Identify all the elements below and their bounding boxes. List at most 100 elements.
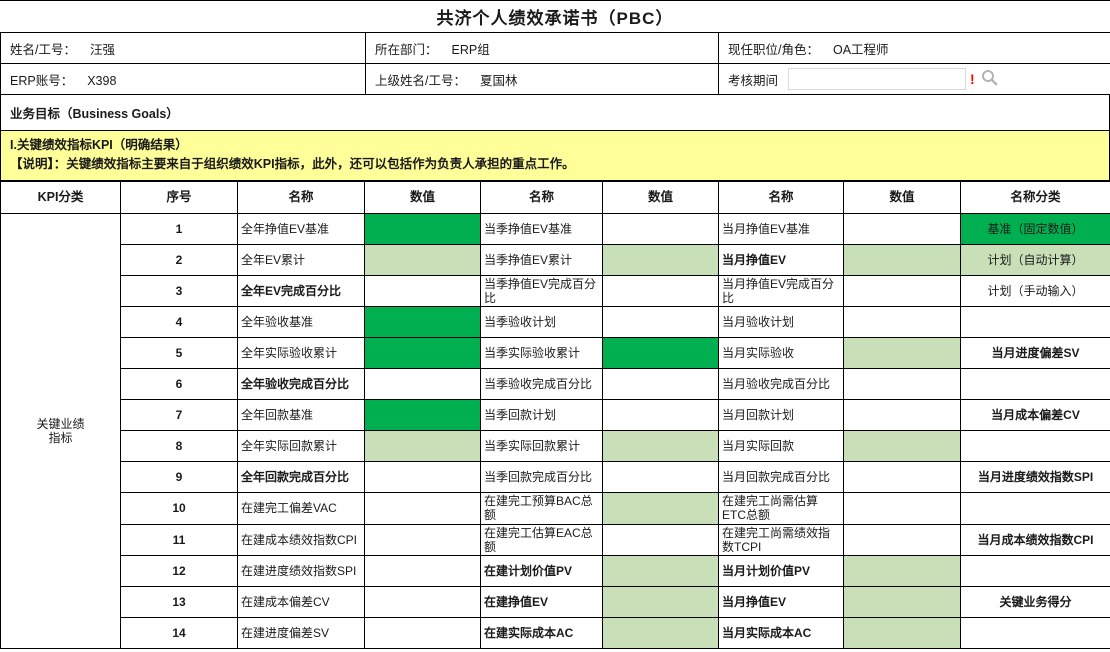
kpi-value-annual[interactable] [364,430,481,463]
kpi-value-month[interactable] [843,492,961,525]
kpi-value-quarter[interactable] [602,554,719,587]
kpi-header-row: KPI分类 序号 名称 数值 名称 数值 名称 数值 名称分类 [0,181,1110,214]
kpi-note-band: I.关键绩效指标KPI（明确结果） 【说明】：关键绩效指标主要来自于组织绩效KP… [0,131,1110,181]
kpi-value-annual[interactable] [364,399,481,432]
kpi-category-cell: 关键业绩 指标 [0,213,121,649]
kpi-value-annual[interactable] [364,492,481,525]
kpi-value-annual[interactable] [364,244,481,276]
position-label: 现任职位/角色： [728,42,819,57]
kpi-value-quarter[interactable] [602,616,719,649]
name-label: 姓名/工号： [10,42,76,57]
kpi-value-annual[interactable] [364,306,481,339]
supervisor-label: 上级姓名/工号： [375,73,466,88]
kpi-class: 当月成本偏差CV [960,399,1110,432]
kpi-class: 计划（手动输入） [960,274,1110,308]
table-row: 12 在建进度绩效指数SPI 在建计划价值PV 当月计划价值PV [1,554,1110,587]
kpi-value-annual[interactable] [364,523,481,556]
header-value-annual: 数值 [364,181,481,214]
kpi-class [960,430,1110,463]
kpi-value-annual[interactable] [364,616,481,649]
table-row: 5 全年实际验收累计 当季实际验收累计 当月实际验收 当月进度偏差SV [1,337,1110,370]
table-row: 6 全年验收完成百分比 当季验收完成百分比 当月验收完成百分比 [1,368,1110,401]
kpi-value-quarter[interactable] [602,430,719,463]
kpi-value-month[interactable] [843,616,961,649]
kpi-class: 关键业务得分 [960,585,1110,618]
kpi-name-annual: 全年实际验收累计 [237,337,365,370]
kpi-note-text: 【说明】：关键绩效指标主要来自于组织绩效KPI指标，此外，还可以包括作为负责人承… [10,157,575,172]
kpi-name-annual: 在建成本偏差CV [237,585,365,618]
kpi-name-quarter: 当季挣值EV基准 [480,213,603,245]
kpi-value-month[interactable] [843,274,961,308]
kpi-class: 当月成本绩效指数CPI [960,523,1110,556]
kpi-value-quarter[interactable] [602,585,719,618]
kpi-value-month[interactable] [843,585,961,618]
dept-cell: 所在部门： ERP组 [365,32,719,64]
kpi-value-annual[interactable] [364,337,481,370]
kpi-name-quarter: 当季实际验收累计 [480,337,603,370]
kpi-class: 当月进度偏差SV [960,337,1110,370]
kpi-seq: 7 [120,399,238,432]
kpi-value-annual[interactable] [364,213,481,245]
kpi-value-month[interactable] [843,399,961,432]
period-input[interactable] [788,68,967,90]
period-label: 考核期间 [728,73,779,88]
kpi-value-quarter[interactable] [602,274,719,308]
kpi-value-quarter[interactable] [602,213,719,245]
kpi-name-annual: 全年挣值EV基准 [237,213,365,245]
kpi-value-month[interactable] [843,523,961,556]
kpi-seq: 2 [120,244,238,276]
kpi-value-quarter[interactable] [602,244,719,276]
kpi-name-quarter: 在建挣值EV [480,585,603,618]
kpi-value-quarter[interactable] [602,306,719,339]
page-title: 共济个人绩效承诺书（PBC） [436,9,674,28]
kpi-table: KPI分类 序号 名称 数值 名称 数值 名称 数值 名称分类 关键业绩 指标 … [0,181,1110,649]
kpi-value-quarter[interactable] [602,523,719,556]
kpi-name-annual: 全年验收基准 [237,306,365,339]
kpi-value-quarter[interactable] [602,368,719,401]
kpi-value-month[interactable] [843,461,961,494]
kpi-class [960,306,1110,339]
kpi-seq: 11 [120,523,238,556]
kpi-name-annual: 全年回款完成百分比 [237,461,365,494]
kpi-value-month[interactable] [843,430,961,463]
kpi-name-quarter: 当季回款完成百分比 [480,461,603,494]
kpi-name-quarter: 当季验收计划 [480,306,603,339]
kpi-value-month[interactable] [843,213,961,245]
position-value: OA工程师 [832,42,889,57]
kpi-class: 基准（固定数值） [960,213,1110,245]
name-value: 汪强 [89,42,115,57]
kpi-value-annual[interactable] [364,368,481,401]
kpi-value-month[interactable] [843,337,961,370]
magnifier-icon[interactable] [981,69,998,89]
kpi-value-month[interactable] [843,306,961,339]
kpi-value-annual[interactable] [364,585,481,618]
kpi-value-quarter[interactable] [602,399,719,432]
kpi-name-annual: 全年回款基准 [237,399,365,432]
kpi-value-quarter[interactable] [602,492,719,525]
erp-value: X398 [87,73,117,88]
name-cell: 姓名/工号： 汪强 [0,32,366,64]
kpi-value-month[interactable] [843,244,961,276]
kpi-seq: 4 [120,306,238,339]
kpi-class [960,554,1110,587]
table-row: 4 全年验收基准 当季验收计划 当月验收计划 [1,306,1110,339]
kpi-seq: 14 [120,616,238,649]
kpi-seq: 13 [120,585,238,618]
kpi-name-month: 当月挣值EV基准 [718,213,844,245]
kpi-name-month: 当月挣值EV [718,244,844,276]
kpi-value-month[interactable] [843,554,961,587]
kpi-value-month[interactable] [843,368,961,401]
kpi-value-annual[interactable] [364,461,481,494]
table-row: 9 全年回款完成百分比 当季回款完成百分比 当月回款完成百分比 当月进度绩效指数… [1,461,1110,494]
kpi-value-annual[interactable] [364,554,481,587]
kpi-seq: 6 [120,368,238,401]
kpi-seq: 8 [120,430,238,463]
kpi-value-annual[interactable] [364,274,481,308]
kpi-name-month: 当月计划价值PV [718,554,844,587]
kpi-value-quarter[interactable] [602,461,719,494]
kpi-value-quarter[interactable] [602,337,719,370]
erp-label: ERP账号： [10,73,74,88]
kpi-name-month: 当月挣值EV [718,585,844,618]
kpi-name-quarter: 当季回款计划 [480,399,603,432]
kpi-class [960,492,1110,525]
